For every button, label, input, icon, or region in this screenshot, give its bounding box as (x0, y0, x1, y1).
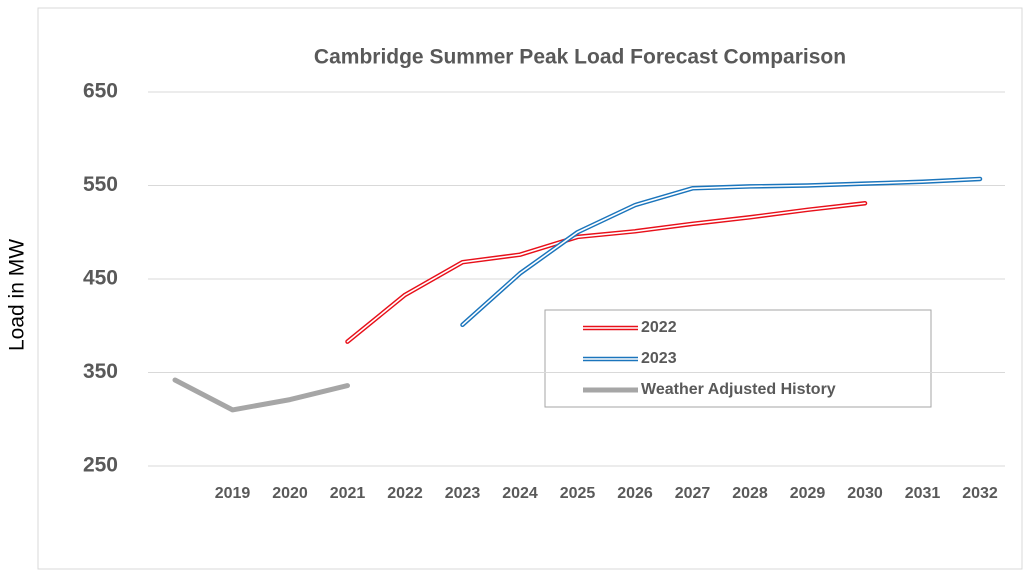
y-axis-label: Load in MW (6, 239, 29, 351)
x-tick-label: 2029 (790, 485, 826, 502)
x-tick-label: 2020 (272, 485, 308, 502)
x-tick-label: 2021 (330, 485, 366, 502)
x-tick-label: 2024 (502, 485, 538, 502)
y-tick-label: 650 (83, 80, 118, 103)
x-tick-label: 2027 (675, 485, 711, 502)
legend-label: 2023 (641, 350, 677, 367)
legend-label: Weather Adjusted History (641, 381, 836, 398)
y-tick-label: 250 (83, 454, 118, 477)
legend-label: 2022 (641, 319, 677, 336)
series-line-inner (461, 178, 981, 326)
x-tick-label: 2023 (445, 485, 481, 502)
y-tick-label: 550 (83, 173, 118, 196)
y-tick-label: 450 (83, 267, 118, 290)
x-tick-label: 2031 (905, 485, 941, 502)
x-tick-label: 2022 (387, 485, 423, 502)
chart-title: Cambridge Summer Peak Load Forecast Comp… (314, 46, 846, 69)
x-tick-label: 2026 (617, 485, 653, 502)
x-tick-label: 2019 (215, 485, 251, 502)
x-tick-label: 2028 (732, 485, 768, 502)
y-tick-label: 350 (83, 360, 118, 383)
x-tick-label: 2030 (847, 485, 883, 502)
chart-frame (37, 7, 1023, 570)
x-tick-label: 2032 (962, 485, 998, 502)
x-tick-label: 2025 (560, 485, 596, 502)
series-line (172, 377, 350, 413)
series-line-inner (346, 202, 866, 343)
